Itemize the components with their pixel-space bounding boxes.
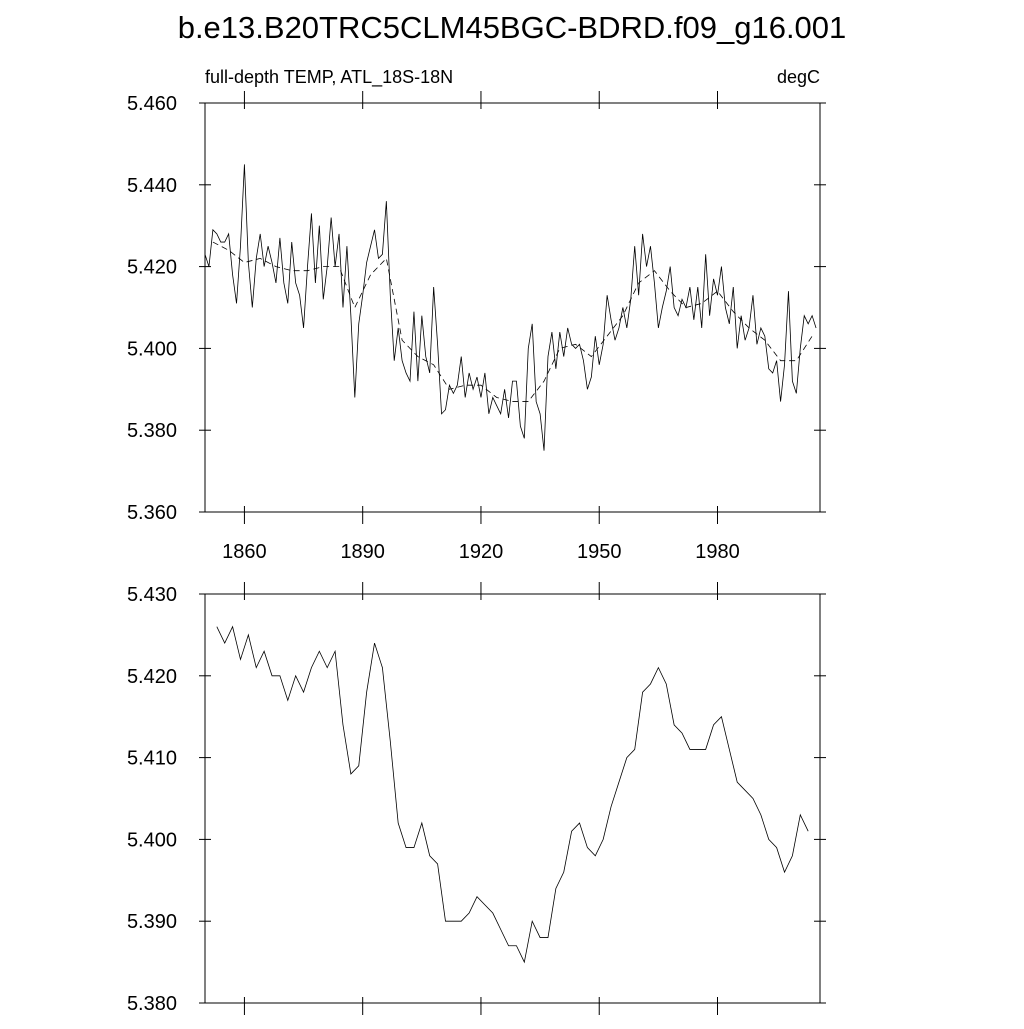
y-tick-label: 5.420 xyxy=(127,666,177,688)
y-tick-label: 5.430 xyxy=(127,584,177,606)
y-tick-label: 5.460 xyxy=(127,93,177,115)
y-tick-label: 5.400 xyxy=(127,829,177,851)
x-tick-label: 1980 xyxy=(695,541,740,563)
y-tick-label: 5.440 xyxy=(127,175,177,197)
subtitle-left: full-depth TEMP, ATL_18S-18N xyxy=(205,67,453,88)
x-tick-label: 1860 xyxy=(222,541,267,563)
x-tick-label: 1920 xyxy=(459,541,504,563)
y-tick-label: 5.360 xyxy=(127,502,177,524)
series-line xyxy=(216,625,809,964)
y-tick-label: 5.410 xyxy=(127,748,177,770)
series-line xyxy=(204,164,817,451)
plot-frame xyxy=(204,102,821,513)
series-line xyxy=(212,241,813,402)
x-tick-label: 1890 xyxy=(340,541,385,563)
figure-title: b.e13.B20TRC5CLM45BGC-BDRD.f09_g16.001 xyxy=(178,10,847,45)
y-tick-label: 5.380 xyxy=(127,993,177,1015)
y-tick-label: 5.380 xyxy=(127,420,177,442)
y-tick-label: 5.400 xyxy=(127,338,177,360)
x-tick-label: 1950 xyxy=(577,541,622,563)
subtitle-right: degC xyxy=(777,67,820,87)
y-tick-label: 5.390 xyxy=(127,911,177,933)
plot-frame xyxy=(204,593,821,1004)
y-tick-label: 5.420 xyxy=(127,257,177,279)
